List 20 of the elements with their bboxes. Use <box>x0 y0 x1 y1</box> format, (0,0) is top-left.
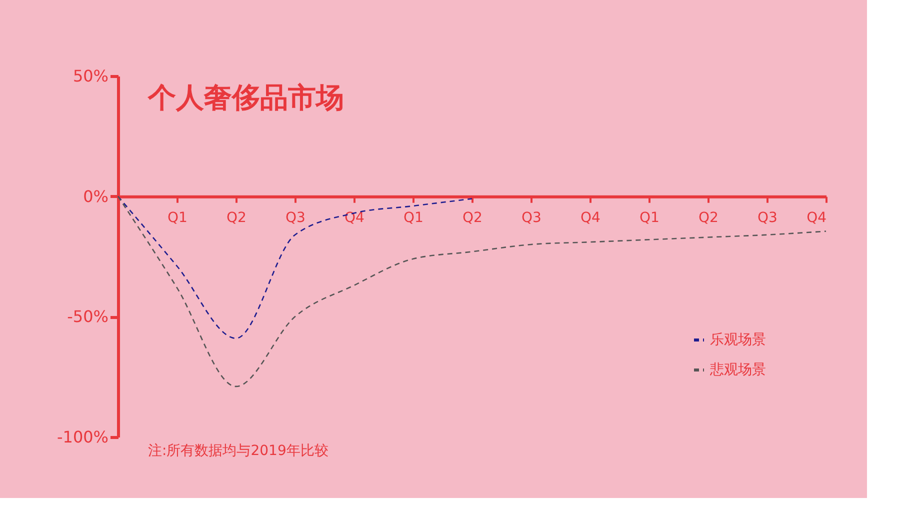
x-tick-label: Q3 <box>286 210 306 226</box>
x-tick-label: Q2 <box>698 210 718 226</box>
x-tick-label: Q3 <box>758 210 778 226</box>
x-tick-label: Q1 <box>168 210 188 226</box>
y-tick-label: 0% <box>83 186 108 206</box>
x-tick-label: Q4 <box>806 210 827 226</box>
x-tick-label: Q1 <box>404 210 424 226</box>
chart-title: 个人奢侈品市场 <box>147 81 344 114</box>
x-tick-label: Q4 <box>344 210 365 226</box>
text: 注:所有数据均与2019年比较 <box>148 443 328 459</box>
y-tick-label: 50% <box>72 66 108 86</box>
y-tick-label: -50% <box>67 307 108 326</box>
x-tick-label: Q2 <box>226 210 246 226</box>
x-tick-label: Q1 <box>640 210 660 226</box>
x-tick-label: Q2 <box>462 210 482 226</box>
x-tick-label: Q3 <box>522 210 542 226</box>
y-tick-label: -100% <box>56 428 108 446</box>
legend-label: 乐观场景 <box>710 332 766 348</box>
x-tick-label: Q4 <box>580 210 601 226</box>
legend-label: 悲观场景 <box>709 362 766 378</box>
